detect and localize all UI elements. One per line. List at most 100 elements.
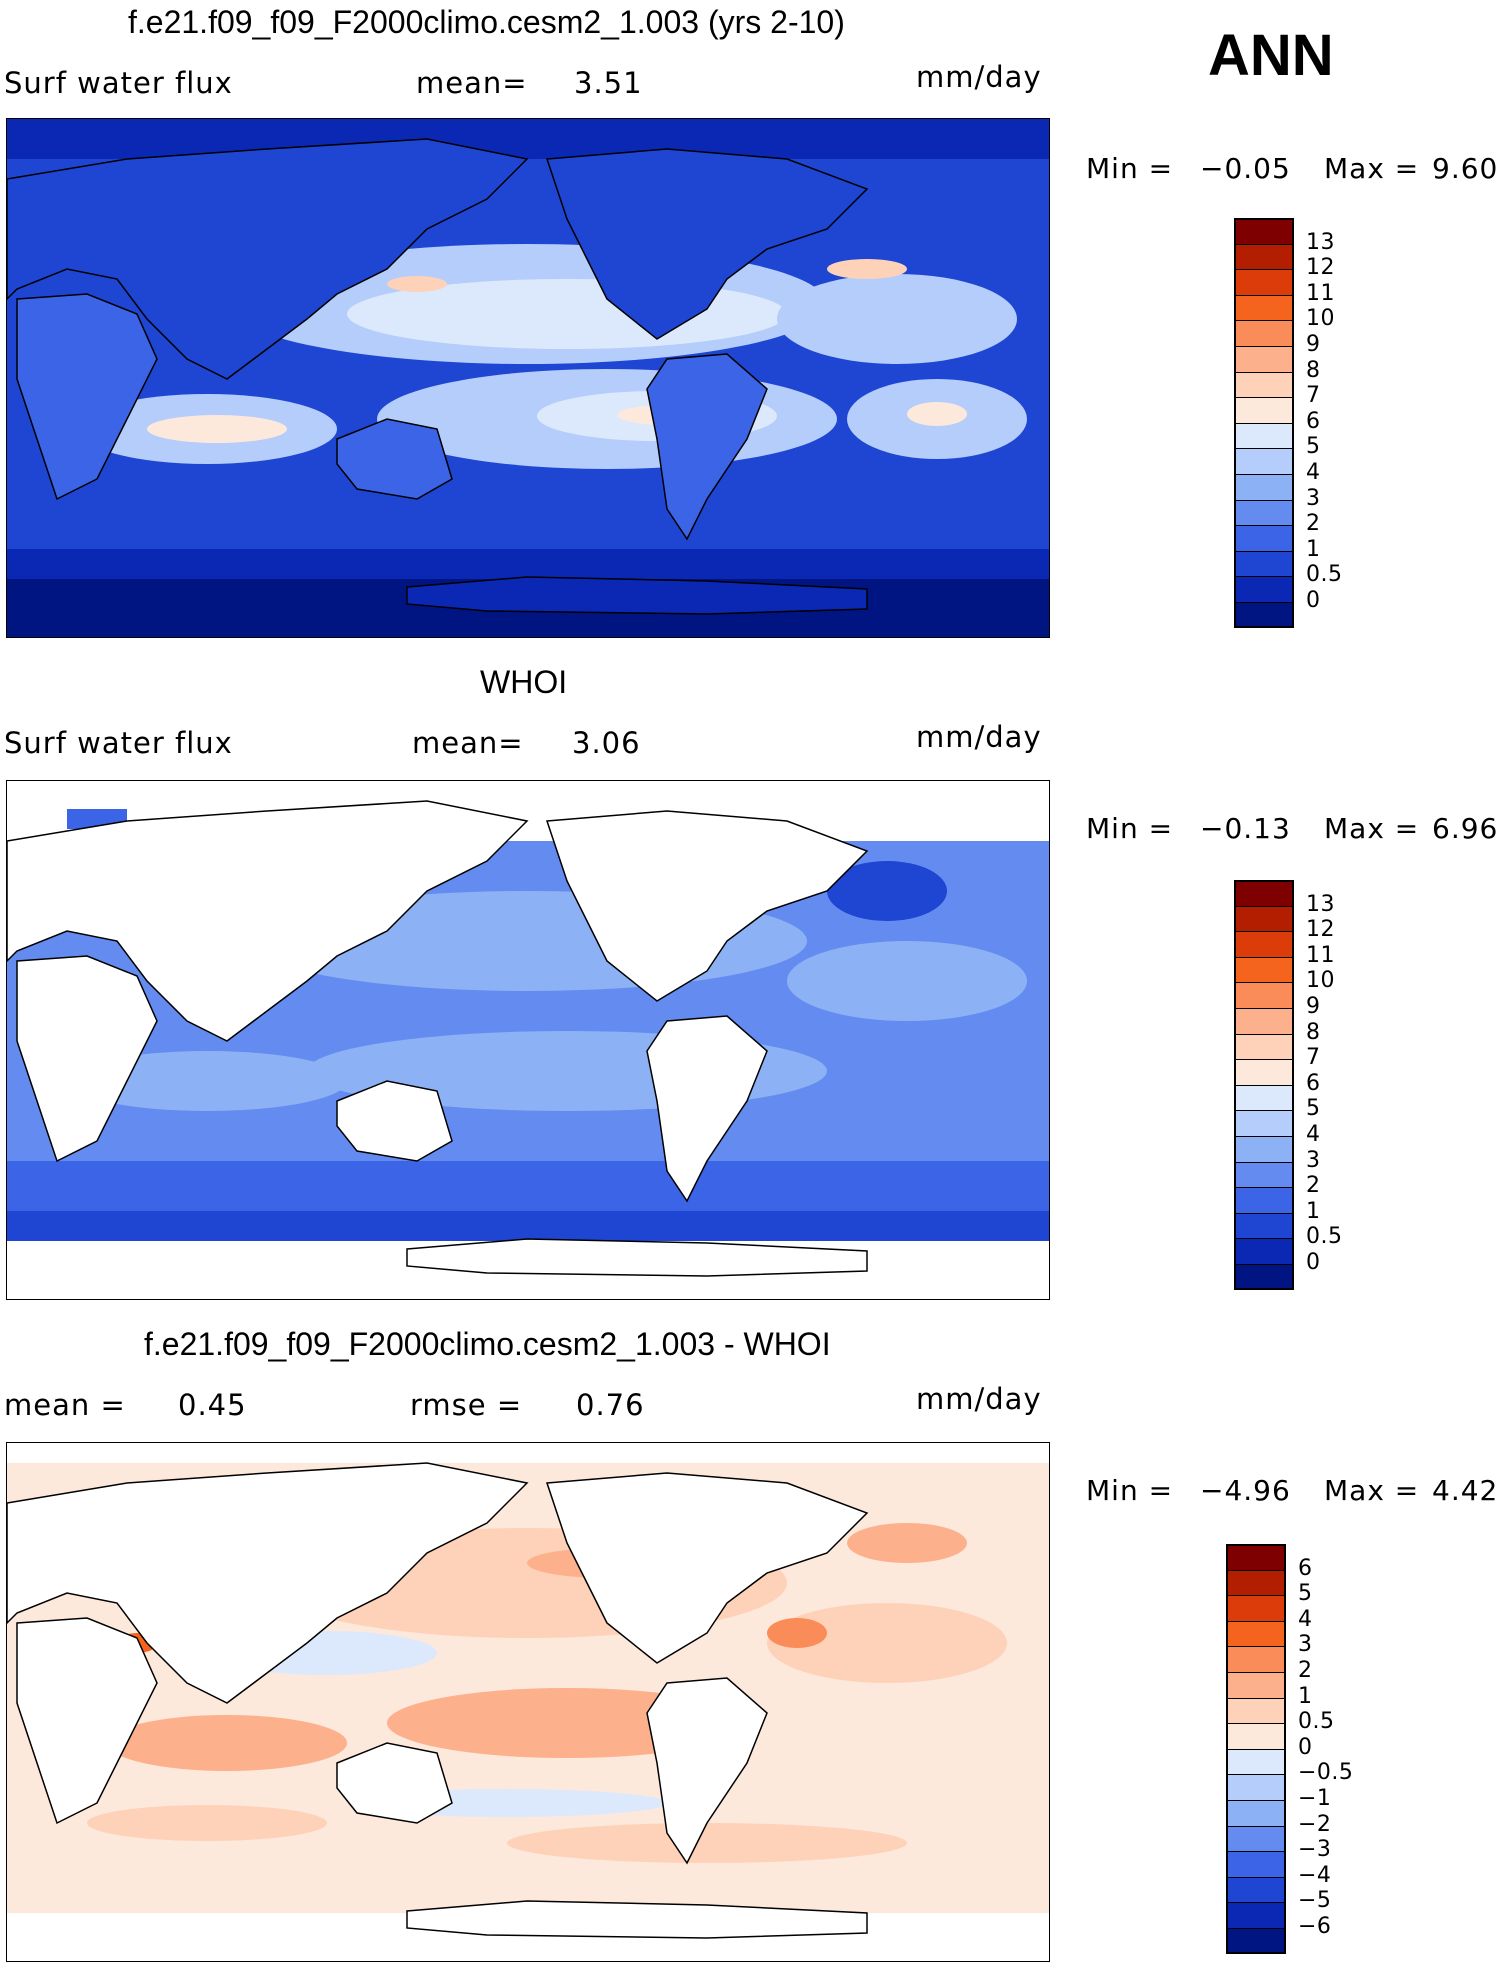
colorbar-swatch <box>1226 1646 1286 1672</box>
colorbar-swatch <box>1234 499 1294 526</box>
panel-obs-min-value: −0.13 <box>1200 812 1291 845</box>
colorbar-tick-label: 3 <box>1306 1147 1321 1173</box>
colorbar-swatch <box>1234 576 1294 602</box>
obs-field-svg <box>7 781 1049 1299</box>
diff-field-svg <box>7 1443 1049 1961</box>
colorbar-swatch <box>1226 1723 1286 1749</box>
colorbar-frame <box>1226 1544 1286 1954</box>
panel-obs-max-value: 6.96 <box>1432 812 1499 845</box>
colorbar-tick-label: 13 <box>1306 891 1335 917</box>
colorbar-tick-label: 0.5 <box>1306 1224 1343 1250</box>
colorbar-frame <box>1234 218 1294 628</box>
colorbar-tick-label: 10 <box>1306 306 1335 332</box>
colorbar-tick-label: 6 <box>1306 408 1321 434</box>
colorbar-swatch <box>1234 448 1294 474</box>
colorbar-swatch <box>1234 880 1294 906</box>
colorbar-swatch <box>1226 1595 1286 1621</box>
colorbar-swatch <box>1226 1620 1286 1647</box>
panel-model-units: mm/day <box>916 60 1042 94</box>
colorbar-tick-label: −3 <box>1298 1837 1332 1863</box>
colorbar-tick-label: 5 <box>1306 434 1321 460</box>
panel-obs-variable: Surf water flux <box>4 726 233 760</box>
panel-obs-min-label: Min = <box>1086 812 1174 845</box>
colorbar-tick-label: 4 <box>1298 1606 1313 1632</box>
panel-obs-mean-value: 3.06 <box>572 726 641 760</box>
colorbar-swatch <box>1234 982 1294 1008</box>
colorbar-tick-label: 3 <box>1298 1632 1313 1658</box>
colorbar-tick-label: 3 <box>1306 485 1321 511</box>
colorbar-tick-label: 10 <box>1306 968 1335 994</box>
colorbar-tick-label: 0.5 <box>1306 562 1343 588</box>
colorbar-tick-label: 8 <box>1306 1019 1321 1045</box>
colorbar-swatch <box>1234 269 1294 295</box>
colorbar-tick-label: 7 <box>1306 1045 1321 1071</box>
colorbar-swatch <box>1234 243 1294 270</box>
model-map <box>6 118 1050 638</box>
panel-obs-title: WHOI <box>480 664 568 700</box>
panel-diff-max-label: Max = <box>1324 1474 1420 1507</box>
colorbar-tick-label: 5 <box>1298 1581 1313 1607</box>
colorbar-tick-label: 7 <box>1306 383 1321 409</box>
panel-model-mean-value: 3.51 <box>574 66 643 100</box>
colorbar-swatch <box>1234 1238 1294 1264</box>
colorbar-swatch <box>1234 1187 1294 1213</box>
colorbar-tick-label: −4 <box>1298 1862 1332 1888</box>
colorbar-swatch <box>1234 422 1294 449</box>
panel-diff-rmse-label: rmse = <box>410 1388 523 1422</box>
colorbar-swatch <box>1234 525 1294 551</box>
colorbar-swatch <box>1234 371 1294 398</box>
panel-diff-mean-label: mean = <box>4 1388 126 1422</box>
diff-map <box>6 1442 1050 1962</box>
colorbar-swatch <box>1234 320 1294 346</box>
obs-map <box>6 780 1050 1300</box>
colorbar-tick-label: 1 <box>1306 1198 1321 1224</box>
panel-diff-min-label: Min = <box>1086 1474 1174 1507</box>
panel-diff-units: mm/day <box>916 1382 1042 1416</box>
colorbar-tick-label: −0.5 <box>1298 1760 1354 1786</box>
colorbar-swatch <box>1234 397 1294 423</box>
colorbar-swatch <box>1226 1902 1286 1928</box>
panel-diff-rmse-value: 0.76 <box>576 1388 645 1422</box>
colorbar-swatch <box>1234 1033 1294 1060</box>
colorbar-swatch <box>1234 905 1294 932</box>
colorbar-swatch <box>1234 1136 1294 1162</box>
panel-obs-max-label: Max = <box>1324 812 1420 845</box>
season-label: ANN <box>1208 23 1334 88</box>
panel-model-mean-label: mean= <box>416 66 528 100</box>
colorbar-swatch <box>1234 1059 1294 1085</box>
colorbar-tick-label: 0 <box>1306 1250 1321 1275</box>
colorbar-swatch <box>1226 1876 1286 1903</box>
colorbar-tick-label: 6 <box>1306 1070 1321 1096</box>
colorbar-tick-label: −6 <box>1298 1914 1332 1939</box>
colorbar-swatch <box>1234 474 1294 500</box>
colorbar-swatch <box>1226 1672 1286 1698</box>
colorbar-swatch <box>1234 1008 1294 1034</box>
colorbar-tick-label: 1 <box>1298 1683 1313 1709</box>
panel-diff-min-value: −4.96 <box>1200 1474 1291 1507</box>
colorbar-swatch <box>1226 1928 1286 1954</box>
colorbar-tick-label: 2 <box>1298 1658 1313 1683</box>
model-field-svg <box>7 119 1049 637</box>
panel-model-min-value: −0.05 <box>1200 152 1291 185</box>
panel-model-max-value: 9.60 <box>1432 152 1499 185</box>
panel-model-min-label: Min = <box>1086 152 1174 185</box>
colorbar-tick-label: 12 <box>1306 255 1335 281</box>
colorbar-tick-label: 9 <box>1306 994 1321 1019</box>
colorbar-swatch <box>1234 346 1294 372</box>
panel-model-title: f.e21.f09_f09_F2000climo.cesm2_1.003 (yr… <box>128 4 845 40</box>
colorbar-swatch <box>1234 218 1294 244</box>
colorbar-tick-label: 0 <box>1298 1734 1313 1760</box>
colorbar-swatch <box>1234 1110 1294 1136</box>
colorbar-swatch <box>1226 1748 1286 1775</box>
colorbar-tick-label: 4 <box>1306 460 1321 485</box>
colorbar-tick-label: 1 <box>1306 536 1321 562</box>
colorbar-swatch <box>1234 1212 1294 1239</box>
colorbar-tick-label: 0 <box>1306 588 1321 613</box>
colorbar-tick-label: −1 <box>1298 1786 1332 1811</box>
panel-diff-max-value: 4.42 <box>1432 1474 1499 1507</box>
colorbar-swatch <box>1234 294 1294 321</box>
colorbar-tick-label: 9 <box>1306 332 1321 357</box>
colorbar-tick-label: 0.5 <box>1298 1709 1335 1735</box>
colorbar-swatch <box>1226 1851 1286 1877</box>
colorbar-swatch <box>1226 1569 1286 1596</box>
